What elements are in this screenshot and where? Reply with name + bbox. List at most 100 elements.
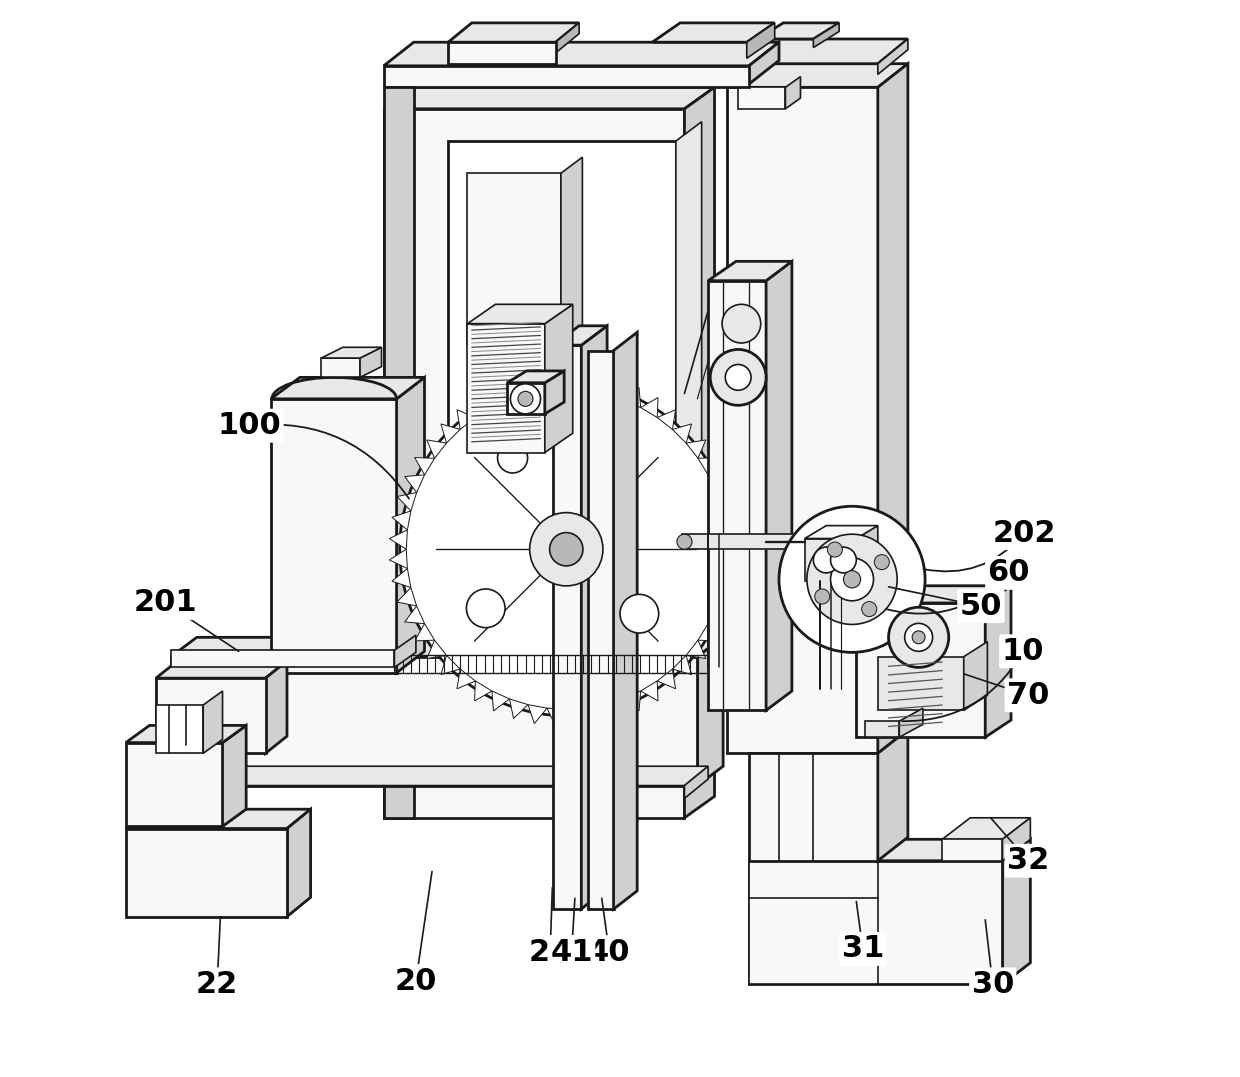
Polygon shape: [588, 350, 614, 909]
Circle shape: [518, 391, 533, 406]
Polygon shape: [404, 475, 424, 492]
Polygon shape: [899, 709, 923, 738]
Text: 40: 40: [588, 938, 630, 966]
Polygon shape: [749, 861, 1002, 984]
Polygon shape: [682, 534, 813, 549]
Circle shape: [862, 602, 877, 617]
Text: 21: 21: [529, 938, 572, 966]
Polygon shape: [715, 492, 735, 510]
Polygon shape: [585, 375, 605, 394]
Polygon shape: [125, 828, 286, 917]
Polygon shape: [125, 726, 247, 743]
Polygon shape: [697, 638, 723, 785]
Polygon shape: [448, 141, 676, 668]
Polygon shape: [567, 709, 585, 726]
Polygon shape: [708, 606, 728, 624]
Circle shape: [779, 506, 925, 653]
Polygon shape: [785, 76, 801, 109]
Polygon shape: [749, 839, 1030, 861]
Polygon shape: [510, 699, 528, 718]
Polygon shape: [725, 530, 743, 549]
Circle shape: [620, 595, 658, 633]
Polygon shape: [125, 743, 222, 826]
Circle shape: [711, 349, 766, 405]
Polygon shape: [171, 657, 697, 785]
Polygon shape: [657, 669, 676, 689]
Polygon shape: [397, 377, 424, 673]
Polygon shape: [360, 347, 382, 377]
Polygon shape: [125, 809, 311, 828]
Polygon shape: [749, 861, 878, 984]
Polygon shape: [392, 569, 410, 588]
Polygon shape: [441, 656, 460, 674]
Polygon shape: [556, 23, 579, 53]
Polygon shape: [448, 42, 556, 64]
Polygon shape: [878, 730, 908, 861]
Polygon shape: [185, 766, 708, 785]
Polygon shape: [725, 549, 743, 569]
Circle shape: [466, 589, 505, 628]
Polygon shape: [652, 23, 775, 42]
Circle shape: [874, 555, 889, 570]
Polygon shape: [397, 588, 417, 606]
Polygon shape: [156, 705, 203, 753]
Polygon shape: [394, 635, 415, 668]
Polygon shape: [805, 526, 878, 538]
Polygon shape: [560, 157, 583, 345]
Polygon shape: [686, 640, 706, 658]
Circle shape: [529, 513, 603, 586]
Text: 30: 30: [972, 969, 1014, 998]
Polygon shape: [641, 681, 658, 701]
Text: 50: 50: [960, 591, 1002, 620]
Polygon shape: [222, 726, 247, 826]
Circle shape: [831, 558, 873, 601]
Polygon shape: [676, 122, 702, 668]
Circle shape: [889, 607, 949, 668]
Polygon shape: [458, 669, 475, 689]
Text: 32: 32: [1007, 847, 1049, 876]
Text: 20: 20: [394, 966, 436, 995]
Polygon shape: [708, 281, 766, 711]
Polygon shape: [813, 523, 833, 549]
Polygon shape: [389, 549, 408, 569]
Polygon shape: [878, 64, 908, 753]
Circle shape: [725, 364, 751, 390]
Circle shape: [831, 547, 857, 573]
Polygon shape: [321, 358, 360, 377]
Polygon shape: [265, 661, 286, 753]
Circle shape: [905, 624, 932, 652]
Polygon shape: [203, 691, 222, 753]
Polygon shape: [156, 661, 286, 679]
Polygon shape: [392, 510, 410, 530]
Circle shape: [677, 534, 692, 549]
Circle shape: [511, 383, 541, 414]
Polygon shape: [467, 305, 573, 324]
Polygon shape: [728, 39, 908, 64]
Text: 201: 201: [134, 588, 197, 617]
Polygon shape: [986, 586, 1011, 738]
Polygon shape: [507, 382, 544, 414]
Circle shape: [827, 542, 842, 557]
Circle shape: [497, 443, 527, 473]
Polygon shape: [708, 475, 728, 492]
Text: 41: 41: [551, 938, 593, 966]
Polygon shape: [672, 656, 692, 674]
Polygon shape: [528, 704, 547, 724]
Polygon shape: [878, 657, 963, 711]
Circle shape: [815, 589, 830, 604]
Polygon shape: [383, 66, 749, 87]
Circle shape: [807, 534, 898, 625]
Polygon shape: [866, 722, 899, 738]
Polygon shape: [857, 603, 986, 738]
Polygon shape: [567, 373, 585, 390]
Polygon shape: [270, 377, 424, 398]
Polygon shape: [746, 23, 775, 58]
Polygon shape: [389, 530, 408, 549]
Polygon shape: [715, 588, 735, 606]
Polygon shape: [605, 699, 622, 718]
Polygon shape: [605, 380, 622, 400]
Polygon shape: [507, 370, 564, 382]
Polygon shape: [467, 173, 560, 345]
Polygon shape: [547, 373, 567, 390]
Polygon shape: [270, 398, 397, 673]
